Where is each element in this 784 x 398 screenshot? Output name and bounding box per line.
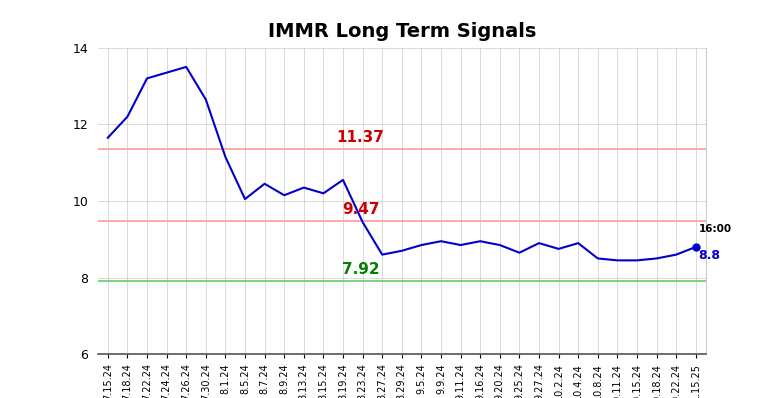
Text: 7.92: 7.92: [342, 262, 379, 277]
Title: IMMR Long Term Signals: IMMR Long Term Signals: [267, 21, 536, 41]
Text: 16:00: 16:00: [699, 224, 732, 234]
Point: [689, 244, 702, 250]
Text: 11.37: 11.37: [336, 130, 385, 145]
Text: 9.47: 9.47: [342, 203, 379, 217]
Text: 8.8: 8.8: [699, 249, 720, 262]
